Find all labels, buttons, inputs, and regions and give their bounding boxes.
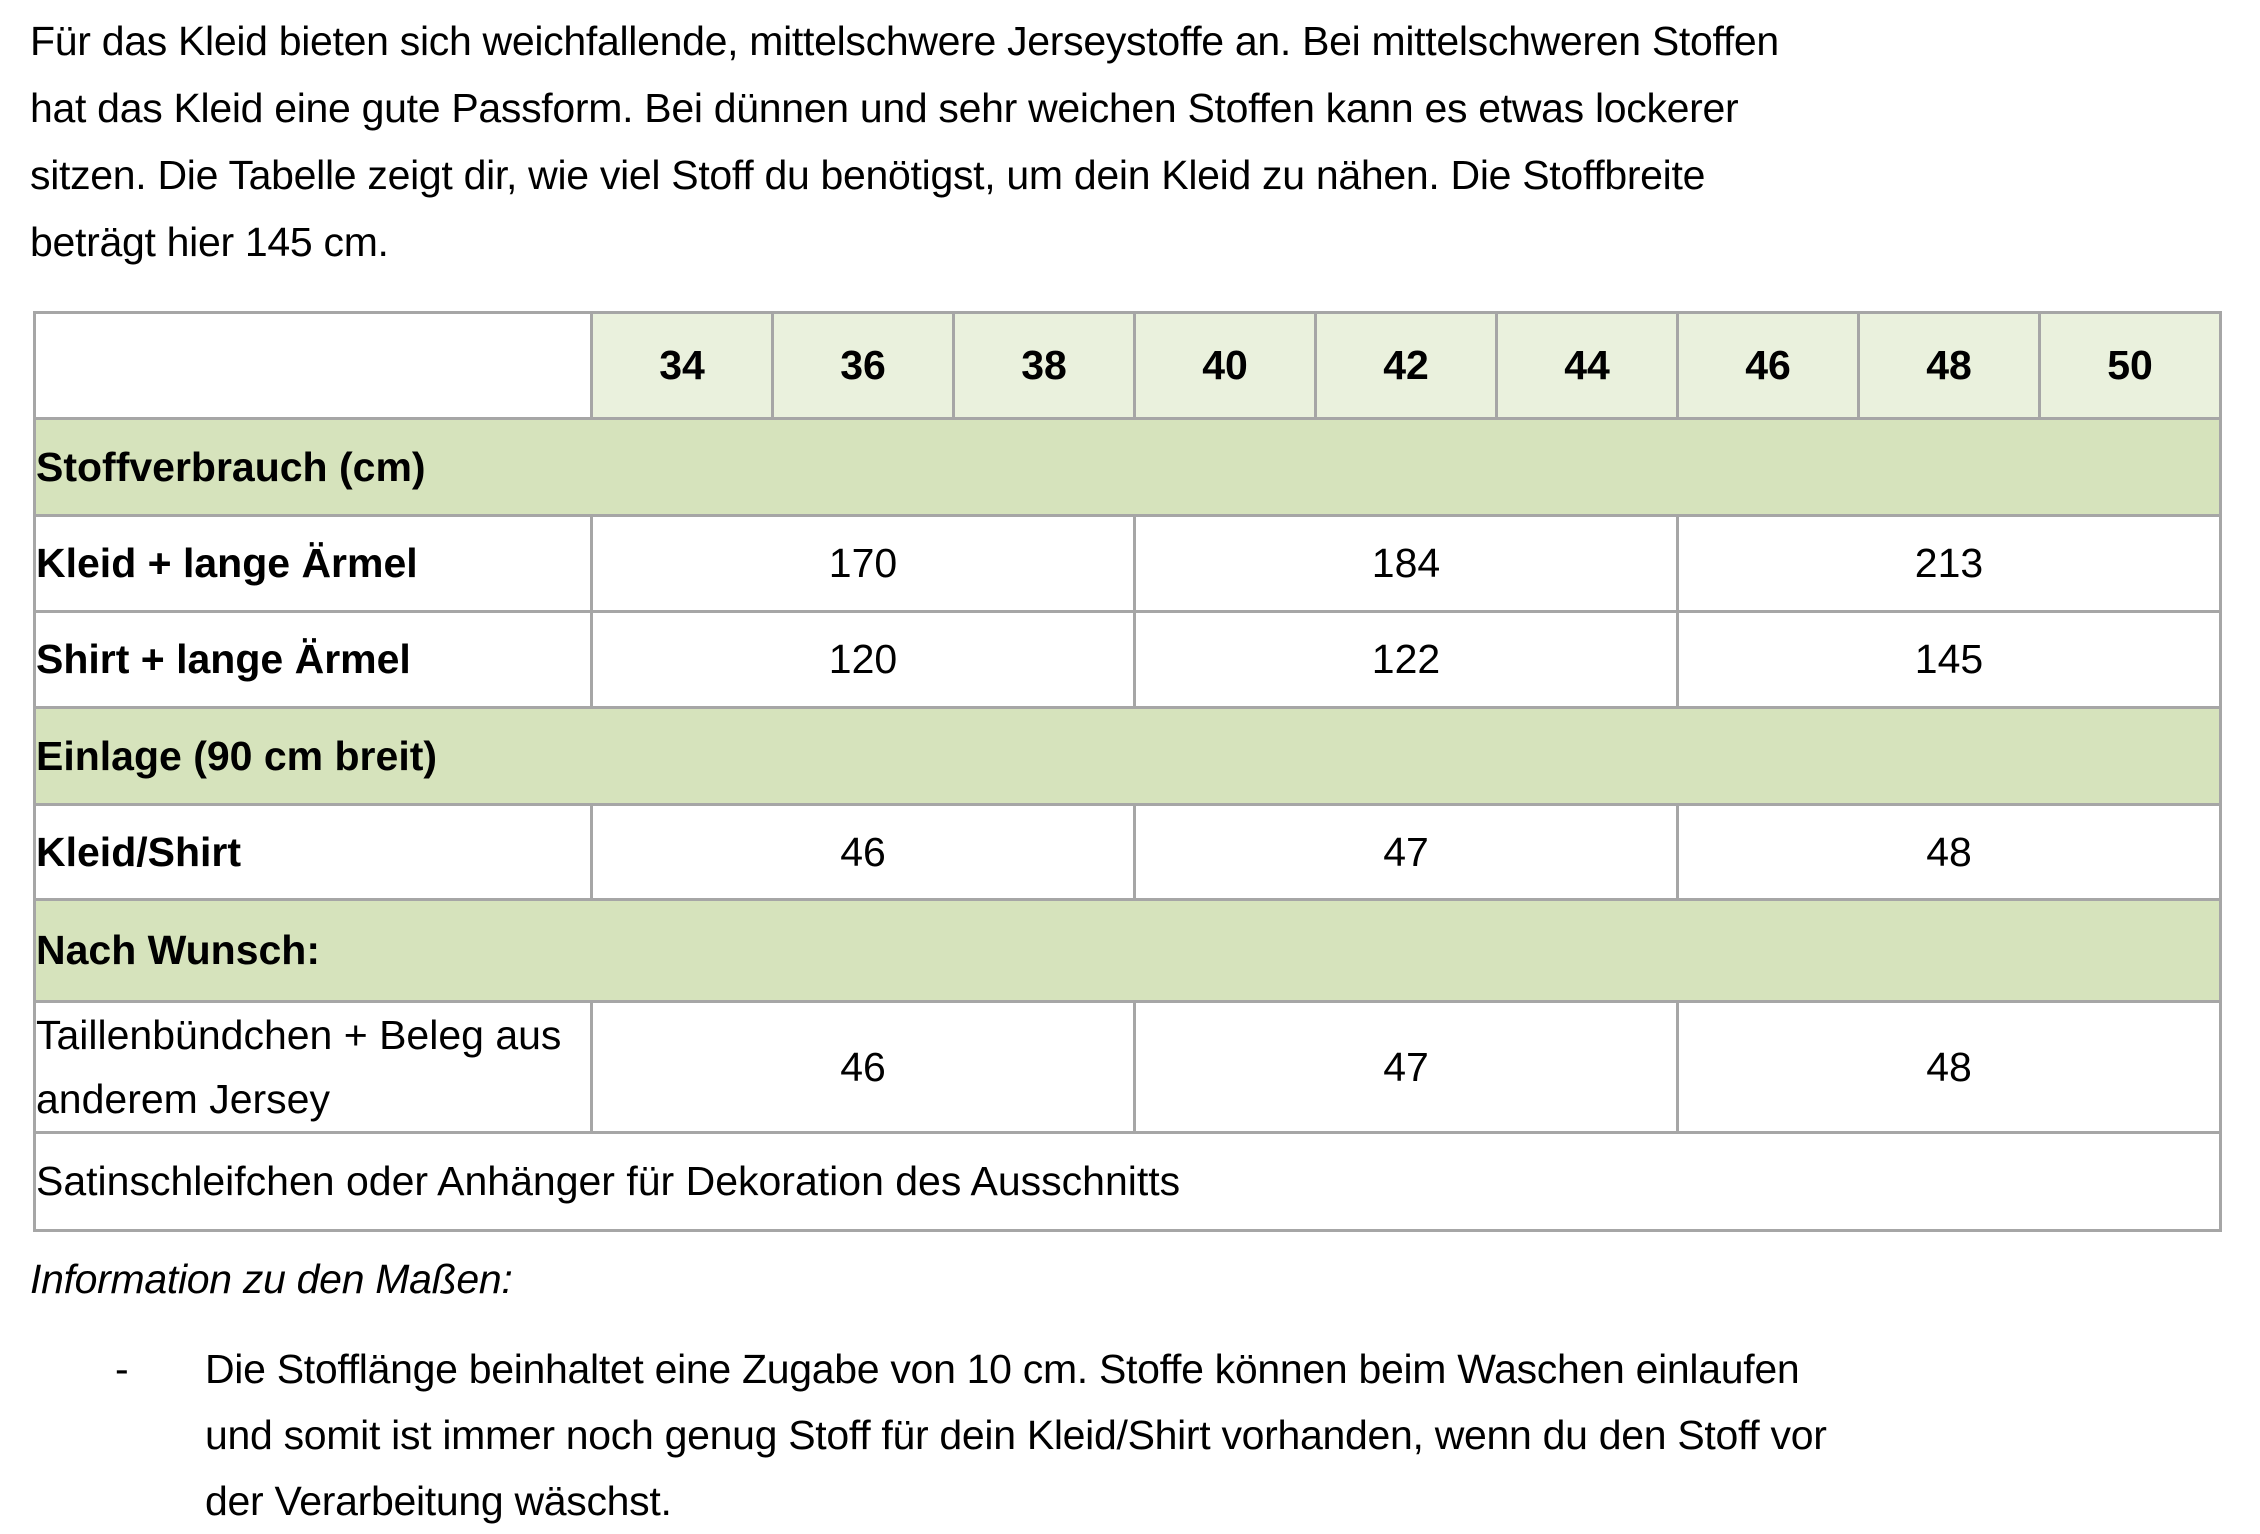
- table-row-kleid-lange-aermel: Kleid + lange Ärmel 170 184 213: [33, 514, 2222, 613]
- size-header: 50: [2038, 311, 2222, 420]
- value-cell: 46: [590, 803, 1136, 901]
- full-width-note: Satinschleifchen oder Anhänger für Dekor…: [33, 1131, 2222, 1232]
- size-header: 36: [771, 311, 955, 420]
- bullet-line: und somit ist immer noch genug Stoff für…: [205, 1412, 1827, 1458]
- footer-bullet-item: - Die Stofflänge beinhaltet eine Zugabe …: [115, 1336, 2235, 1534]
- fabric-requirements-table: 34 36 38 40 42 44 46 48 50 Stoffverbrauc…: [33, 311, 2222, 1232]
- table-row-shirt-lange-aermel: Shirt + lange Ärmel 120 122 145: [33, 610, 2222, 709]
- size-header: 46: [1676, 311, 1860, 420]
- intro-line: Für das Kleid bieten sich weichfallende,…: [30, 18, 1779, 64]
- value-cell: 46: [590, 1000, 1136, 1134]
- bullet-dash: -: [115, 1346, 129, 1392]
- value-cell: 170: [590, 514, 1136, 613]
- section-label: Einlage (90 cm breit): [33, 706, 2222, 806]
- section-row-einlage: Einlage (90 cm breit): [33, 706, 2222, 806]
- value-cell: 184: [1133, 514, 1679, 613]
- value-cell: 145: [1676, 610, 2222, 709]
- bullet-line: Die Stofflänge beinhaltet eine Zugabe vo…: [205, 1346, 1800, 1392]
- row-label: Shirt + lange Ärmel: [33, 610, 593, 709]
- intro-line: beträgt hier 145 cm.: [30, 219, 389, 265]
- value-cell: 213: [1676, 514, 2222, 613]
- table-row-satinschleifchen: Satinschleifchen oder Anhänger für Dekor…: [33, 1131, 2222, 1232]
- value-cell: 120: [590, 610, 1136, 709]
- intro-line: hat das Kleid eine gute Passform. Bei dü…: [30, 85, 1739, 131]
- section-row-nach-wunsch: Nach Wunsch:: [33, 898, 2222, 1003]
- row-label: Kleid/Shirt: [33, 803, 593, 901]
- corner-cell: [33, 311, 593, 420]
- footer-heading: Information zu den Maßen:: [30, 1256, 513, 1302]
- size-header: 38: [952, 311, 1136, 420]
- row-label: Taillenbündchen + Beleg aus anderem Jers…: [33, 1000, 593, 1134]
- section-row-stoffverbrauch: Stoffverbrauch (cm): [33, 417, 2222, 517]
- value-cell: 47: [1133, 803, 1679, 901]
- size-header: 44: [1495, 311, 1679, 420]
- value-cell: 122: [1133, 610, 1679, 709]
- size-header: 48: [1857, 311, 2041, 420]
- section-label: Stoffverbrauch (cm): [33, 417, 2222, 517]
- size-header: 40: [1133, 311, 1317, 420]
- value-cell: 48: [1676, 1000, 2222, 1134]
- intro-line: sitzen. Die Tabelle zeigt dir, wie viel …: [30, 152, 1706, 198]
- value-cell: 48: [1676, 803, 2222, 901]
- row-label: Kleid + lange Ärmel: [33, 514, 593, 613]
- value-cell: 47: [1133, 1000, 1679, 1134]
- intro-paragraph: Für das Kleid bieten sich weichfallende,…: [30, 8, 2230, 276]
- bullet-line: der Verarbeitung wäschst.: [205, 1478, 672, 1524]
- section-label: Nach Wunsch:: [33, 898, 2222, 1003]
- bullet-text: Die Stofflänge beinhaltet eine Zugabe vo…: [205, 1336, 1827, 1534]
- size-header-row: 34 36 38 40 42 44 46 48 50: [33, 311, 2222, 420]
- table-row-kleid-shirt: Kleid/Shirt 46 47 48: [33, 803, 2222, 901]
- size-header: 34: [590, 311, 774, 420]
- table-row-taillenbuendchen: Taillenbündchen + Beleg aus anderem Jers…: [33, 1000, 2222, 1134]
- size-header: 42: [1314, 311, 1498, 420]
